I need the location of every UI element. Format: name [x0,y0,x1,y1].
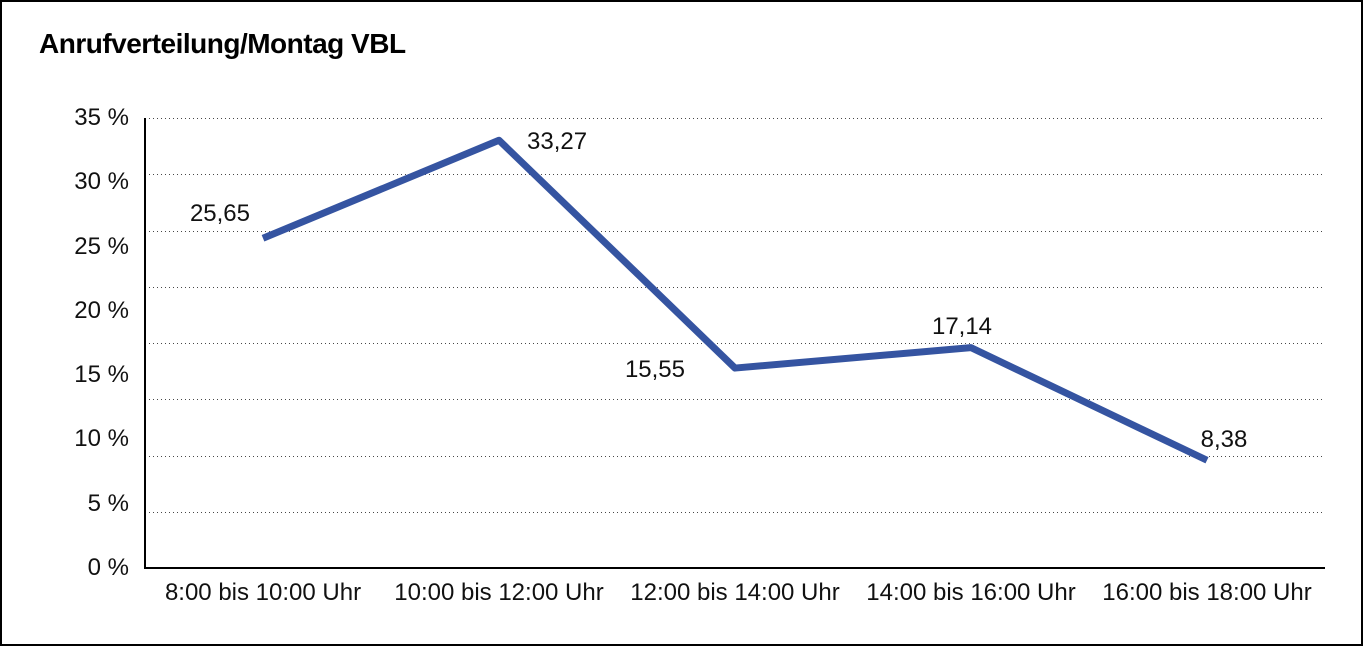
gridline [145,399,1325,401]
y-tick-label: 0 % [87,554,129,581]
gridline [145,118,1325,119]
x-category-label: 10:00 bis 12:00 Uhr [394,579,604,606]
data-point-label: 17,14 [931,312,993,340]
y-tick-label: 10 % [74,425,129,453]
gridline [145,511,1325,513]
x-category-label: 12:00 bis 14:00 Uhr [630,579,840,606]
x-category-label: 16:00 bis 18:00 Uhr [1102,579,1312,606]
y-tick-label: 15 % [74,361,129,389]
data-line [261,136,1209,464]
gridline [145,174,1325,176]
x-category-label: 14:00 bis 16:00 Uhr [866,579,1076,606]
gridline [145,343,1325,344]
data-point-label: 33,27 [527,128,588,156]
gridline [145,230,1325,232]
chart-title: Anrufverteilung/Montag VBL [39,28,406,59]
y-tick-label: 35 % [74,104,129,131]
data-point-label: 15,55 [624,356,685,384]
x-category-label: 8:00 bis 10:00 Uhr [164,579,362,606]
y-tick-label: 30 % [74,168,129,196]
series-polyline [261,136,1209,464]
x-axis-line [143,567,1325,569]
y-tick-label: 25 % [74,232,129,260]
y-tick-label: 20 % [74,296,129,324]
data-point-label: 8,38 [1200,426,1248,454]
gridline [145,455,1325,457]
gridline [145,286,1325,288]
data-point-label: 25,65 [189,200,250,228]
y-axis-line [143,118,146,569]
y-tick-label: 5 % [87,489,129,517]
